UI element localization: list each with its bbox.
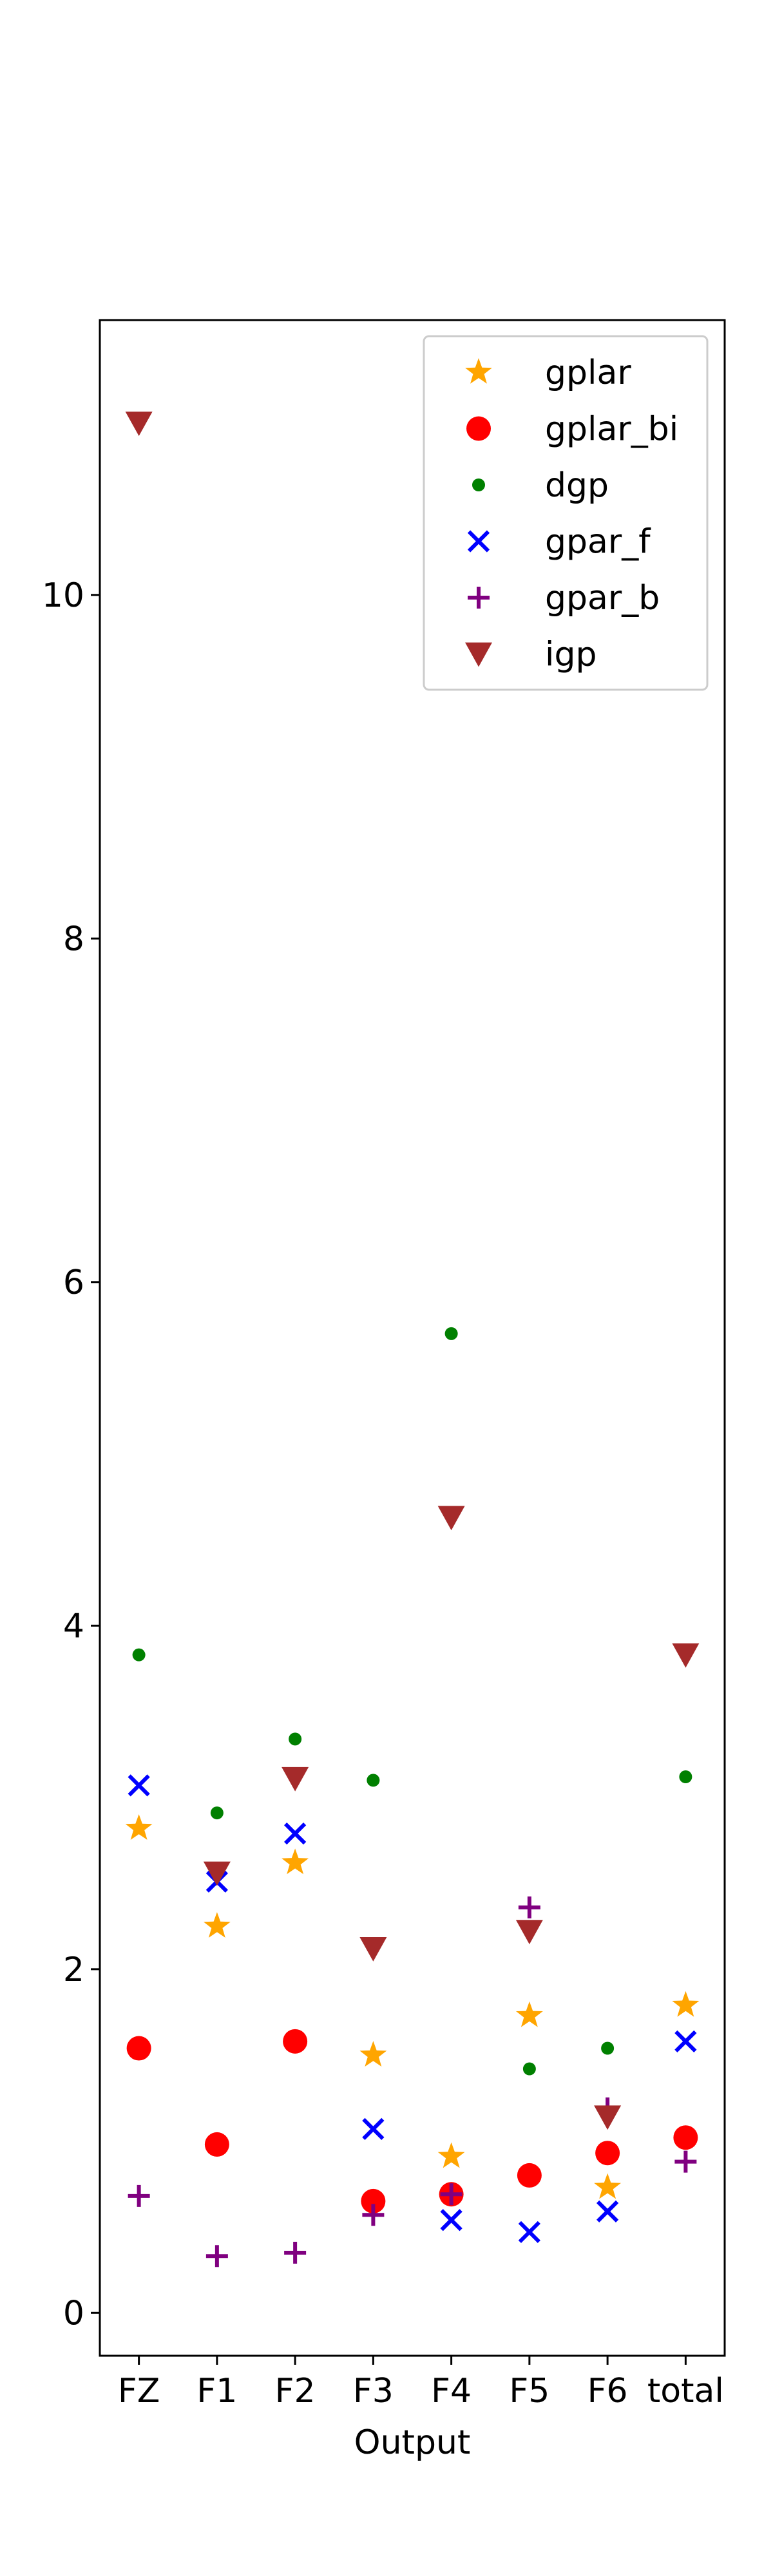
series-gplar_bi	[126, 2029, 698, 2213]
y-tick-label: 8	[63, 920, 84, 958]
plot-frame	[99, 319, 726, 2357]
data-point-dgp	[132, 1648, 146, 1662]
data-point-gplar	[125, 1814, 153, 1840]
data-point-gpar_b	[674, 2150, 697, 2173]
data-point-igp	[515, 1920, 543, 1945]
legend-box	[423, 335, 709, 691]
series-gplar	[125, 1814, 700, 2199]
data-point-gplar	[204, 1912, 231, 1938]
data-point-gpar_b	[205, 2245, 228, 2268]
x-tick-label: total	[647, 2372, 724, 2410]
legend-marker-dgp	[472, 478, 485, 491]
data-point-gplar	[437, 2142, 465, 2168]
y-tick-label: 2	[63, 1951, 84, 1989]
legend-marker-gplar	[465, 358, 492, 384]
data-point-gplar	[672, 1991, 700, 2017]
y-tick-label: 4	[63, 1607, 84, 1645]
data-point-igp	[282, 1766, 309, 1792]
x-tick-label: F6	[587, 2372, 628, 2410]
series-igp	[125, 412, 700, 2130]
data-point-gpar_f	[674, 2030, 697, 2052]
legend-label-gplar_bi: gplar_bi	[545, 410, 678, 449]
data-point-dgp	[601, 2041, 615, 2055]
x-tick-label: F5	[509, 2372, 549, 2410]
legend-label-dgp: dgp	[545, 466, 609, 505]
data-point-gplar_bi	[595, 2141, 620, 2166]
data-point-gplar_bi	[126, 2036, 151, 2061]
data-point-gplar_bi	[204, 2132, 229, 2157]
data-point-dgp	[444, 1327, 458, 1340]
series-dgp	[132, 1327, 692, 2076]
y-tick-label: 10	[42, 576, 84, 615]
legend-marker-gpar_f	[467, 530, 490, 553]
data-point-dgp	[522, 2062, 536, 2076]
legend-label-gpar_b: gpar_b	[545, 579, 660, 618]
data-point-gpar_f	[440, 2209, 463, 2231]
data-point-gpar_b	[440, 2183, 463, 2206]
data-point-igp	[594, 2105, 622, 2130]
legend-label-gplar: gplar	[545, 354, 631, 392]
data-point-dgp	[679, 1770, 692, 1784]
data-point-gpar_b	[362, 2204, 385, 2226]
data-point-gpar_b	[518, 1896, 540, 1918]
data-point-gplar_bi	[361, 2188, 386, 2213]
data-point-gpar_f	[128, 1774, 150, 1797]
legend-marker-gplar_bi	[466, 416, 491, 441]
x-tick-label: FZ	[118, 2372, 160, 2410]
series-gpar_b	[128, 1896, 697, 2268]
data-point-gpar_b	[128, 2184, 150, 2207]
data-point-dgp	[367, 1774, 380, 1787]
data-point-igp	[125, 412, 153, 437]
data-point-gplar	[594, 2173, 621, 2199]
y-tick-label: 6	[63, 1264, 84, 1302]
data-point-gpar_b	[284, 2241, 307, 2264]
x-tick-label: F3	[353, 2372, 394, 2410]
legend-marker-gpar_b	[468, 587, 490, 609]
data-point-gplar	[282, 1848, 309, 1875]
x-axis-label: Output	[354, 2423, 471, 2462]
data-point-dgp	[210, 1806, 224, 1820]
x-tick-label: F1	[196, 2372, 237, 2410]
data-point-gplar	[359, 2041, 387, 2067]
data-point-igp	[672, 1643, 700, 1668]
data-point-gpar_f	[284, 1822, 307, 1845]
legend-label-igp: igp	[545, 636, 596, 674]
data-point-igp	[203, 1861, 231, 1886]
data-point-gpar_f	[518, 2221, 540, 2244]
x-tick-label: F2	[275, 2372, 316, 2410]
data-point-gplar_bi	[517, 2163, 542, 2188]
data-point-gplar_bi	[283, 2029, 308, 2054]
data-point-gplar	[516, 2001, 543, 2027]
data-point-gpar_f	[362, 2117, 385, 2141]
x-tick-label: F4	[431, 2372, 472, 2410]
legend-label-gpar_f: gpar_f	[545, 523, 651, 562]
data-point-dgp	[289, 1732, 302, 1746]
y-tick-label: 0	[63, 2294, 84, 2333]
data-point-igp	[359, 1937, 387, 1962]
series-gpar_f	[128, 1774, 697, 2244]
legend-marker-igp	[465, 642, 492, 667]
data-point-igp	[437, 1506, 465, 1531]
data-point-gpar_f	[596, 2200, 619, 2223]
data-point-gplar_bi	[673, 2125, 698, 2150]
